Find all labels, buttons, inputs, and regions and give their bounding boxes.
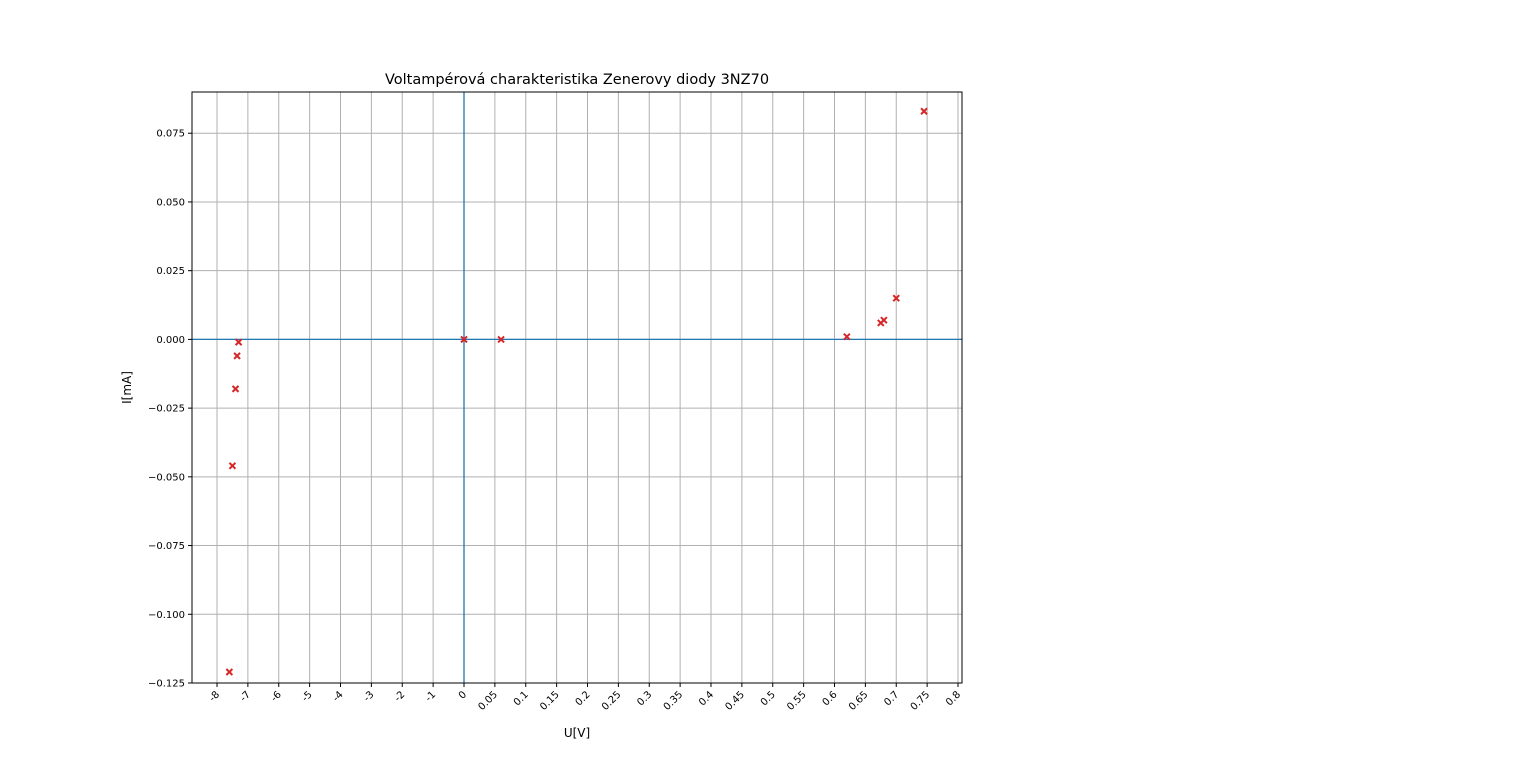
x-tick-label: -6 [269,689,284,704]
data-point [880,316,888,324]
x-tick-label: 0.25 [600,689,624,713]
x-tick-label: 0.7 [882,689,901,708]
grid [192,92,962,684]
data-point [233,352,241,360]
y-tick-label: 0.000 [156,335,185,346]
data-point [892,294,900,302]
plot-frame [191,91,963,684]
x-tick-label: -2 [393,689,408,704]
x-tick-label: -3 [362,689,377,704]
x-tick-label: 0.8 [944,689,963,708]
x-tick-label: 0.65 [847,689,871,713]
zero-lines [192,92,962,683]
y-tick-label: 0.050 [156,197,185,208]
data-point [460,335,468,344]
x-tick-label: 0.6 [821,689,840,708]
data-point [920,107,928,115]
x-ticks: -8 -7 -6 -5 -4 -3 -2 -1 0 0.05 0.1 0.15 0.2 0.25 0.3 0.… [207,683,963,713]
data-point [225,668,234,676]
data-points [225,107,928,676]
x-tick-label: 0.2 [574,689,593,708]
x-tick-label: 0.5 [759,689,778,708]
data-point [234,338,243,346]
y-tick-label: 0.075 [156,129,185,140]
x-tick-label: 0.45 [723,689,747,713]
data-point [231,385,240,393]
x-tick-label: 0.1 [512,689,531,708]
y-ticks: −0.125 −0.100 −0.075 −0.050 −0.025 0.000 0.025… [148,129,192,690]
x-tick-label: -1 [423,689,438,704]
y-tick-label: −0.050 [148,472,185,483]
x-axis-label: U[V] [564,726,590,740]
data-point [497,335,505,344]
x-tick-label: 0.75 [909,689,933,713]
x-tick-label: 0.3 [635,689,654,708]
y-tick-label: −0.100 [148,610,185,621]
data-point [228,462,237,470]
y-axis-label: I[mA] [120,371,134,404]
chart-title: Voltampérová charakteristika Zenerovy di… [385,72,769,88]
x-tick-label: 0 [457,689,469,701]
x-tick-label: -4 [331,689,346,704]
x-tick-label: 0.15 [538,689,562,713]
y-tick-label: −0.025 [148,404,185,415]
y-tick-label: −0.075 [148,541,185,552]
x-tick-label: 0.55 [785,689,809,713]
x-tick-label: -5 [300,689,315,704]
data-point [843,332,851,341]
y-tick-label: 0.025 [156,266,185,277]
x-tick-label: -8 [207,689,222,704]
x-tick-label: 0.05 [476,689,500,713]
x-tick-label: 0.35 [662,689,686,713]
x-tick-label: 0.4 [697,689,716,708]
x-tick-label: -7 [238,689,253,704]
y-tick-label: −0.125 [148,679,185,690]
